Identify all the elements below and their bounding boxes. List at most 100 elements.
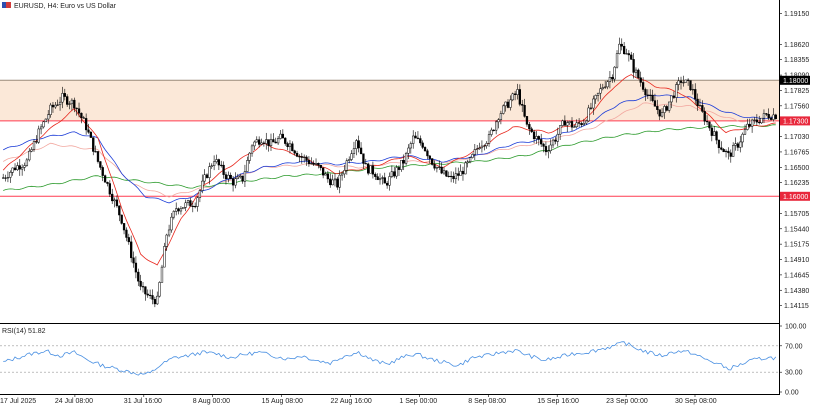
candle-body <box>248 152 251 161</box>
candle-body <box>604 86 607 88</box>
candle <box>419 135 422 146</box>
candle-body <box>120 214 123 224</box>
candle <box>570 117 574 131</box>
candle <box>172 210 175 220</box>
candle-body <box>694 89 697 100</box>
candle <box>490 127 493 137</box>
candle <box>658 109 661 121</box>
candle-body <box>305 156 308 161</box>
candle-body <box>6 177 10 179</box>
candle-body <box>589 107 593 109</box>
candle <box>255 136 258 143</box>
price-tick-label: 1.15705 <box>784 211 809 218</box>
candle <box>528 121 531 135</box>
candle-body <box>743 129 747 135</box>
price-tick-label: 1.16235 <box>784 180 809 187</box>
candle-body <box>419 138 422 144</box>
candle-body <box>44 118 47 123</box>
candle-body <box>416 137 420 139</box>
candle <box>383 172 386 184</box>
price-tick-label: 1.16765 <box>784 149 809 156</box>
candle-body <box>66 96 69 105</box>
candle <box>440 162 443 175</box>
candle <box>350 150 353 162</box>
candle <box>241 175 244 184</box>
candle <box>404 151 408 166</box>
candle <box>324 171 327 176</box>
candle <box>37 125 40 144</box>
candle <box>573 124 576 128</box>
time-tick-label: 1 Sep 00:00 <box>399 398 437 405</box>
rsi-tick-label: 0.00 <box>785 390 799 397</box>
candle-body <box>170 216 173 231</box>
candle-body <box>606 81 609 88</box>
candle-body <box>447 175 450 178</box>
time-tick-label: 24 Jul 08:00 <box>55 398 93 405</box>
candle-body <box>495 121 498 131</box>
candle-body <box>551 139 555 146</box>
level-label-text: 1.18000 <box>783 78 808 85</box>
candle <box>279 129 282 140</box>
candle-body <box>518 89 522 105</box>
candle-body <box>253 141 256 147</box>
candle-body <box>556 133 559 142</box>
candle <box>148 289 152 299</box>
time-axis: 17 Jul 2025 24 Jul 08:00 31 Jul 16:00 8 Aug… <box>0 394 717 405</box>
candle-body <box>563 120 567 126</box>
rsi-label: RSI(14) 51.82 <box>2 328 46 335</box>
candle <box>288 140 292 154</box>
candle <box>141 282 145 293</box>
candle <box>248 152 251 164</box>
candle <box>20 164 24 176</box>
candle <box>276 135 280 146</box>
candle <box>212 155 216 171</box>
candle <box>611 74 614 83</box>
candle <box>701 100 704 113</box>
candle <box>243 164 247 187</box>
candle <box>414 131 417 139</box>
candle <box>348 156 351 164</box>
time-tick-label: 15 Aug 08:00 <box>262 398 303 405</box>
candle-body <box>186 200 190 204</box>
candle-body <box>641 82 645 90</box>
candle <box>331 174 334 186</box>
candle <box>56 99 59 107</box>
candle-body <box>326 173 330 180</box>
candle <box>388 172 391 191</box>
candle <box>376 173 379 181</box>
chart-header: EURUSD, H4: Euro vs US Dollar <box>2 2 117 10</box>
time-tick-label: 22 Aug 16:00 <box>331 398 372 405</box>
candle-body <box>402 159 405 164</box>
candle-body <box>198 190 202 198</box>
candle <box>153 296 157 308</box>
candle <box>30 147 33 153</box>
level-label-box <box>780 116 810 126</box>
candle <box>694 83 697 105</box>
candle <box>696 93 699 111</box>
candle <box>260 138 263 146</box>
candle <box>23 162 26 172</box>
candle-body <box>440 166 443 174</box>
candle <box>428 155 431 164</box>
candle <box>684 79 687 83</box>
candle <box>338 170 341 194</box>
candle-body <box>205 174 209 178</box>
candle-body <box>741 133 744 143</box>
candle-body <box>257 139 261 145</box>
candle <box>480 140 484 153</box>
candle <box>262 140 266 147</box>
candle-body <box>160 266 164 283</box>
candle <box>44 118 47 123</box>
candle <box>497 118 500 129</box>
candle-body <box>144 286 147 295</box>
candle <box>11 167 14 176</box>
candle <box>720 141 723 151</box>
candle <box>608 70 612 89</box>
candle-body <box>390 171 394 177</box>
candle-body <box>54 104 57 108</box>
candle <box>378 173 382 185</box>
candle-body <box>426 150 429 157</box>
candle <box>293 149 296 156</box>
candle-body <box>260 142 263 145</box>
candle-body <box>388 176 391 186</box>
